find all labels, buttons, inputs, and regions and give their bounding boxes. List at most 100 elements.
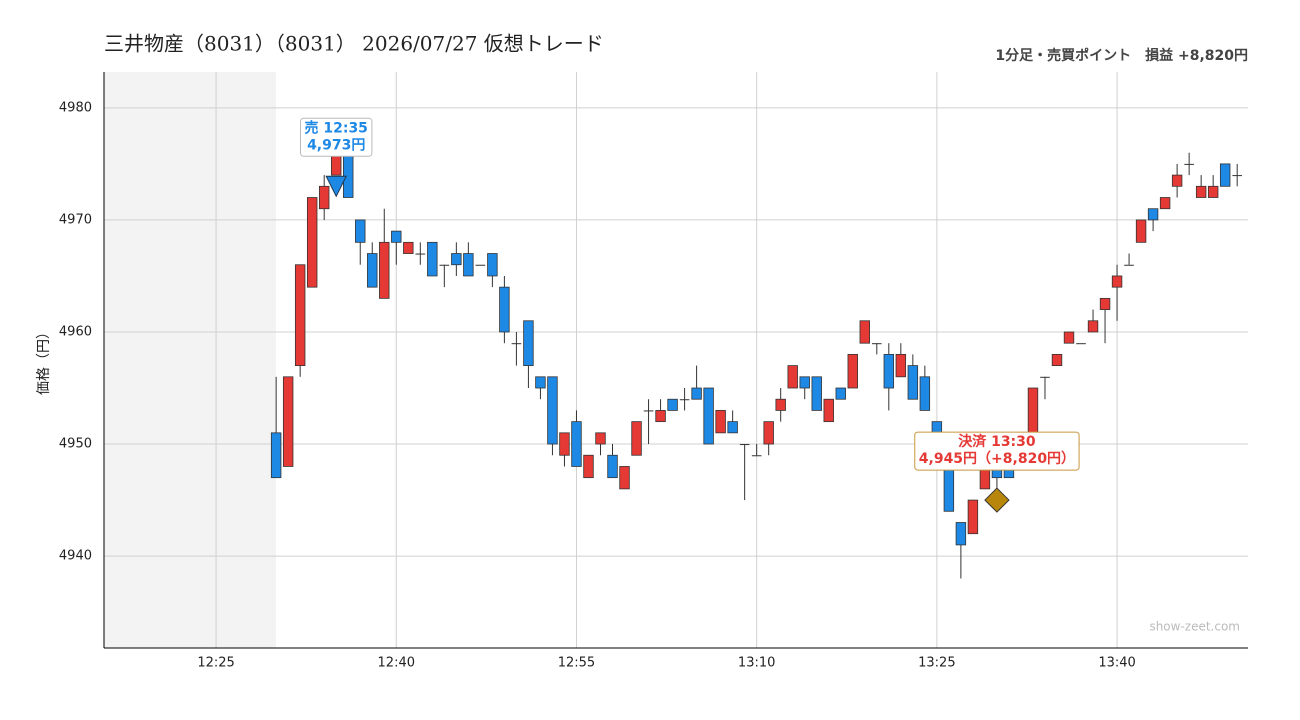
candle-body (343, 152, 354, 198)
y-tick-label: 4980 (59, 100, 92, 115)
candle-body (715, 410, 726, 434)
candle-body (559, 432, 570, 456)
candle-body (811, 376, 822, 411)
x-tick-label: 12:40 (378, 656, 415, 671)
candle-body (451, 253, 462, 266)
candle-body (1051, 353, 1063, 367)
candle-body (871, 343, 882, 345)
candle-body (943, 466, 955, 512)
annotation-value: 4,945円（+8,820円） (919, 451, 1075, 467)
candle-body (919, 376, 931, 411)
candle-body (679, 399, 690, 401)
candle-body (415, 253, 426, 255)
candle-body (499, 286, 510, 333)
candle-body (847, 353, 858, 389)
x-tick-label: 12:25 (197, 656, 234, 671)
annotation-text: 売 12:35 (304, 119, 367, 136)
candle-body (967, 499, 979, 535)
candle-body (1232, 175, 1242, 177)
candle-body (1087, 320, 1099, 333)
candle-body (318, 185, 330, 210)
candle-body (379, 241, 390, 299)
annotation-text: 決済 13:30 (958, 433, 1036, 450)
x-tick-label: 12:55 (558, 656, 595, 671)
candle-body (1147, 208, 1159, 221)
candle-body (1063, 331, 1075, 344)
annotation-box (299, 117, 373, 157)
candle-body (703, 387, 714, 445)
candle-body (439, 264, 450, 266)
y-axis-label: 価格（円） (36, 325, 52, 395)
candle-body (1111, 275, 1123, 288)
candle-body (619, 466, 630, 490)
candle-body (643, 410, 654, 412)
inactive-zone (104, 72, 277, 648)
chart-title: 三井物産（8031）（8031） 2026/07/27 仮想トレード (104, 32, 604, 56)
candle-body (1207, 185, 1219, 198)
y-tick-label: 4940 (59, 549, 92, 564)
candle-body (427, 241, 438, 277)
candle-body (607, 454, 618, 479)
exit-marker (984, 487, 1010, 513)
candle-body (895, 353, 907, 378)
chart-subtitle: 1分足・売買ポイント 損益 +8,820円 (995, 47, 1248, 64)
candle-body (775, 398, 786, 411)
annotation-label: 決済 13:304,945円（+8,820円） (914, 431, 1080, 471)
candle-body (763, 421, 774, 445)
plot-area (104, 72, 1248, 648)
y-tick-label: 4970 (59, 212, 92, 227)
candle-body (523, 320, 534, 367)
candle-body (787, 365, 798, 389)
candle-body (1159, 197, 1171, 210)
candle-body (1135, 219, 1147, 243)
candle-body (955, 522, 967, 546)
candle-body (583, 454, 594, 479)
candle-body (835, 387, 846, 400)
candle-body (535, 376, 546, 389)
x-tick-label: 13:40 (1098, 656, 1135, 671)
annotation-value: 4,973円 (307, 137, 365, 153)
candle-body (294, 264, 306, 367)
candle-body (270, 432, 282, 479)
candle-body (282, 376, 294, 467)
sell-marker (325, 175, 348, 198)
y-tick-label: 4960 (59, 324, 92, 339)
x-tick-label: 13:10 (738, 656, 775, 671)
candle-body (487, 253, 498, 277)
candle-body (859, 320, 870, 344)
candle-body (367, 253, 378, 288)
candle-body (463, 253, 474, 277)
candle-body (1184, 163, 1194, 165)
candle-body (547, 376, 558, 445)
candle-body (571, 421, 582, 467)
candle-body (1219, 163, 1231, 187)
candle-body (739, 444, 750, 446)
x-tick-label: 13:25 (918, 656, 955, 671)
y-tick-label: 4950 (59, 437, 92, 452)
candle-body (1124, 264, 1134, 266)
annotation-box (914, 431, 1080, 471)
candle-body (751, 455, 762, 457)
candle-body (823, 398, 834, 423)
candle-body (475, 264, 486, 266)
candle-body (655, 410, 666, 423)
candle-body (1099, 297, 1111, 310)
candle-body (631, 421, 642, 456)
annotation-label: 売 12:354,973円 (299, 117, 373, 157)
candle-body (1195, 185, 1207, 198)
candle-body (667, 398, 678, 411)
candle-body (691, 387, 702, 400)
candle-body (883, 353, 895, 389)
candle-body (727, 421, 738, 434)
candle-body (907, 365, 919, 400)
candle-body (511, 343, 522, 345)
candle-body (391, 230, 402, 243)
candle-body (403, 241, 414, 254)
candle-body (799, 376, 810, 389)
candle-body (595, 432, 606, 445)
candle-body (1076, 343, 1086, 345)
candle-body (1171, 174, 1183, 187)
watermark: show-zeet.com (1149, 620, 1240, 634)
candle-body (1040, 376, 1050, 378)
